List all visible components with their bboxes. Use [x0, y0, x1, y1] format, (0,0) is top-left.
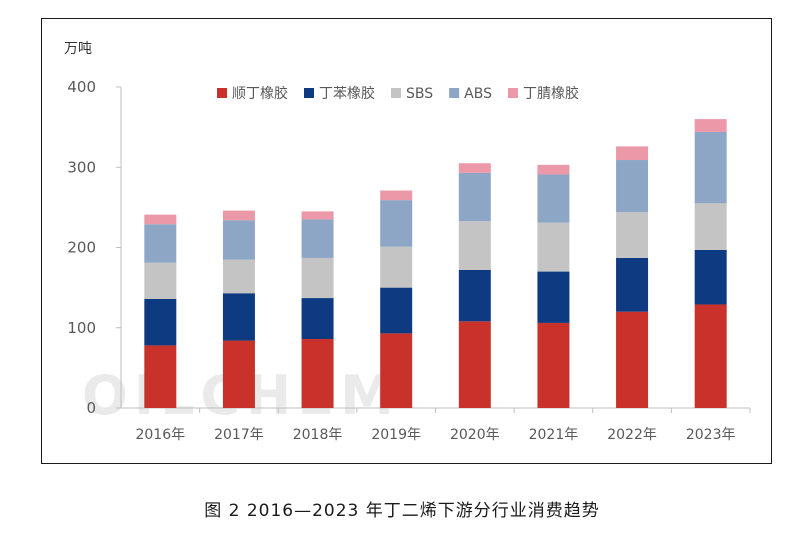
- legend-swatch-4: [507, 88, 518, 98]
- bar-2023年-丁腈橡胶: [694, 119, 727, 132]
- legend-label-2: SBS: [406, 86, 433, 102]
- bar-2016年-丁苯橡胶: [144, 298, 177, 346]
- legend-label-4: 丁腈橡胶: [523, 85, 579, 102]
- bar-2019年-顺丁橡胶: [380, 333, 413, 408]
- legend-swatch-1: [304, 88, 314, 98]
- bar-2018年-丁腈橡胶: [301, 211, 334, 220]
- stacked-bar-chart: 万吨 0 100 200 300 400 2016年 2017年 2018年 2019年 2020年…: [64, 41, 751, 443]
- y-tick-label-200: 200: [67, 239, 96, 257]
- unit-label: 万吨: [64, 41, 92, 57]
- bar-2023年-ABS: [694, 131, 727, 204]
- x-tick-label-0: 2016年: [135, 427, 185, 443]
- bar-2018年-顺丁橡胶: [301, 338, 334, 408]
- bar-2018年-SBS: [301, 257, 334, 299]
- bar-2020年-丁腈橡胶: [458, 163, 491, 173]
- bar-2020年-顺丁橡胶: [458, 321, 491, 408]
- legend-swatch-2: [391, 88, 401, 98]
- bar-2023年-丁苯橡胶: [694, 249, 727, 305]
- y-tick-label-300: 300: [67, 158, 96, 176]
- legend-swatch-0: [217, 88, 227, 98]
- bar-2021年-顺丁橡胶: [537, 322, 570, 408]
- legend-label-0: 顺丁橡胶: [232, 85, 288, 102]
- x-tick-label-5: 2021年: [529, 427, 579, 443]
- bar-2016年-SBS: [144, 262, 177, 299]
- x-tick-label-3: 2019年: [371, 427, 421, 443]
- bar-2021年-ABS: [537, 174, 570, 223]
- x-tick-label-4: 2020年: [450, 427, 500, 443]
- bar-2019年-丁腈橡胶: [380, 190, 413, 201]
- bar-2022年-丁苯橡胶: [616, 257, 649, 312]
- bar-2017年-SBS: [222, 259, 255, 294]
- bar-2018年-ABS: [301, 219, 334, 258]
- bar-2023年-顺丁橡胶: [694, 304, 727, 408]
- y-tick-label-400: 400: [67, 78, 96, 96]
- bar-2021年-丁苯橡胶: [537, 271, 570, 323]
- x-tick-label-6: 2022年: [607, 427, 657, 443]
- bar-2017年-丁苯橡胶: [222, 293, 255, 341]
- bar-2020年-丁苯橡胶: [458, 269, 491, 322]
- legend-swatch-3: [449, 88, 460, 98]
- bar-2017年-顺丁橡胶: [222, 340, 255, 408]
- bar-2019年-ABS: [380, 200, 413, 247]
- bar-2022年-SBS: [616, 212, 649, 258]
- bar-2018年-丁苯橡胶: [301, 298, 334, 339]
- y-tick-label-0: 0: [86, 399, 96, 417]
- bar-2019年-SBS: [380, 246, 413, 288]
- bar-2023年-SBS: [694, 203, 727, 250]
- bar-2021年-SBS: [537, 222, 570, 272]
- figure-caption: 图 2 2016—2023 年丁二烯下游分行业消费趋势: [204, 501, 600, 521]
- bar-2019年-丁苯橡胶: [380, 287, 413, 334]
- bar-2016年-丁腈橡胶: [144, 214, 177, 225]
- bar-2022年-顺丁橡胶: [616, 311, 649, 408]
- bar-2016年-ABS: [144, 224, 177, 263]
- y-tick-label-100: 100: [67, 319, 96, 337]
- bar-2021年-丁腈橡胶: [537, 164, 570, 175]
- x-tick-label-7: 2023年: [686, 427, 736, 443]
- legend-label-3: ABS: [464, 86, 492, 102]
- bar-2017年-丁腈橡胶: [222, 210, 255, 221]
- legend-label-1: 丁苯橡胶: [319, 85, 375, 102]
- bar-2016年-顺丁橡胶: [144, 345, 177, 408]
- bar-2017年-ABS: [222, 220, 255, 260]
- bar-2020年-ABS: [458, 172, 491, 222]
- bar-2022年-丁腈橡胶: [616, 146, 649, 161]
- chart-frame: OILCHEM 万吨01002003004002016年2017年2018年20…: [41, 18, 772, 464]
- bar-2022年-ABS: [616, 160, 649, 213]
- x-tick-label-2: 2018年: [293, 427, 343, 443]
- bar-2020年-SBS: [458, 221, 491, 270]
- x-tick-label-1: 2017年: [214, 427, 264, 443]
